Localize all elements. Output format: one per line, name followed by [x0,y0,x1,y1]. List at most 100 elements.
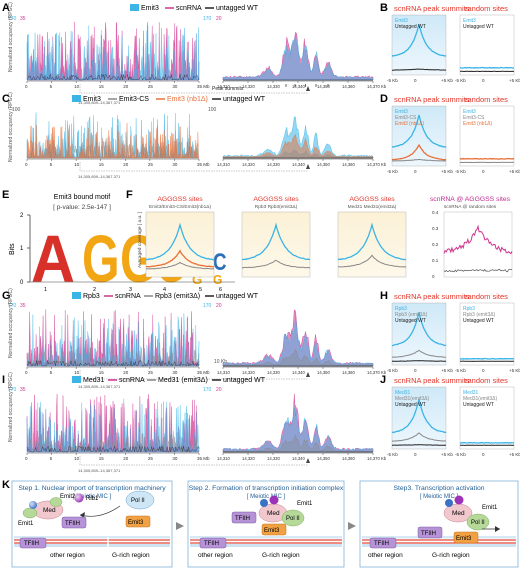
svg-text:scnRNA: scnRNA [115,293,141,300]
zoom-tick-label: 14,330 [267,370,280,375]
axis-a: 0 5 10 15 20 25 30 35 Mb 14,310 14,320 14,330 14,34… [25,80,387,94]
scale2-a-left: 170 [203,16,212,22]
zoom-tick-label: 14,340 [292,84,305,89]
zoom-mutant [222,434,374,453]
profile-curve [391,360,446,362]
genome-tick-label: 25 [148,84,154,89]
profile-legend-label: Rpb3 [395,306,407,312]
zoom-tick-label: 14,310 [217,84,230,89]
svg-text:Pol II: Pol II [471,520,485,526]
genome-tick-label: 20 [123,456,129,461]
genome-tick-label: 15 [99,370,105,375]
svg-text:other region: other region [50,552,85,559]
b-title-2: random sites [465,4,508,13]
genome-tick-label: 35 Mb [197,370,210,375]
zoom-tick-label: 14,310 [217,370,230,375]
profile-curve [145,222,215,261]
profile-x-tick: -5 Kb [455,78,466,83]
zoom-track-i [222,390,374,453]
svg-text:Emit3 (nb1Δ): Emit3 (nb1Δ) [167,96,208,103]
protein-track [26,25,200,81]
svg-text:scnRNA: scnRNA [176,5,202,12]
zoom-tick-label: 14,360 [342,162,355,167]
genome-tick-label: 25 [148,370,154,375]
f-subtitle: Emit3/Emit3-CS/Emit3(nb1Δ) [149,204,212,210]
f-ylabel: Averaged coverage [ a.u. ] [137,212,143,268]
genome-tick-label: 0 [25,162,28,167]
svg-text:Emit3: Emit3 [141,5,159,12]
wt-track [26,73,200,81]
wt-track [26,445,200,453]
profile-curve [337,254,407,268]
svg-text:untagged WT: untagged WT [216,5,259,12]
panel-letter-g: G [2,290,11,302]
profile-curve [337,222,407,261]
genome-tick-label: 0 [25,84,28,89]
zoom-track-a [222,18,374,87]
panel-letter-c: C [2,93,10,105]
profile-x-tick: 0 [414,169,417,174]
arrow-step-1-2 [176,522,184,530]
genome-tick-label: 30 [172,456,178,461]
genome-tick-label: 20 [123,162,129,167]
profile-x-tick: +5 Kb [509,169,520,174]
svg-text:Step3. Transcription activatio: Step3. Transcription activation [393,485,484,492]
svg-text:Rib1: Rib1 [86,496,99,502]
f-title: AGGGSS sites [253,196,299,203]
profile-legend-label: Med31(emit3Δ) [463,396,498,402]
profile-legend-label: Rpb3 [463,306,475,312]
svg-text:Pol II: Pol II [286,516,300,522]
coord-label-i: 14,305,809–14,367,371 [78,468,121,473]
genome-tick-label: 20 [123,84,129,89]
profile-x-tick: -5 Kb [387,169,398,174]
zoom-tick-label: 14,360 [342,456,355,461]
scale-a-left: 170 [8,16,17,22]
profile-legend-label: Emit3-CS [395,115,417,121]
genome-tick-label: 15 [99,84,105,89]
svg-text:1: 1 [20,246,24,252]
h-title-1: scnRNA peak summits [394,292,470,301]
ylabel-c: Normalized occupancy (RPGC) [8,92,14,162]
profile-x-tick: 0 [482,78,485,83]
genome-track-c [26,110,200,159]
svg-text:Med31: Med31 [83,377,105,384]
motif-letter-a: A [31,221,75,296]
zoom-protein [222,404,374,453]
f-subtitle: Med31 Med31(emit3Δ) [348,204,397,210]
scale-g-right: 35 [20,303,26,309]
profile-curve [391,432,447,442]
f-ytick: 0.2 [432,242,439,247]
profile-x-tick: -5 Kb [455,452,466,457]
svg-text:[ Meiotic MIC ]: [ Meiotic MIC ] [247,494,286,500]
scale-a-right: 35 [20,16,26,22]
genome-tick-label: 30 [172,84,178,89]
genome-tick-label: 5 [50,370,53,375]
mutant-track [26,433,200,453]
zoom-nb1 [222,133,374,159]
svg-text:TFIIH: TFIIH [235,516,250,522]
panel-letter-b: B [380,2,388,14]
profile-curve [443,268,513,273]
profile-legend-label: Untagged WT [463,24,494,30]
arrow-step-2-3 [348,522,356,530]
profile-curve [391,444,447,446]
profile-legend-label: Emit3 (nb1Δ) [395,121,425,127]
profile-legend-label: Untagged WT [463,318,494,324]
motif-pvalue: [ p-value: 2.5e-147 ] [53,204,111,211]
zoom-tick-label: 14,330 [267,162,280,167]
profile-x-tick: +5 Kb [509,78,520,83]
zoom-tick-label: 14,340 [292,162,305,167]
f-title: scnRNA @ AGGGSS sites [430,196,511,203]
profile-curve [459,157,515,160]
f-subtitle: Rpb3 Rpb3(emit3Δ) [255,204,298,210]
zoom-tick-label: 14,340 [292,370,305,375]
svg-text:TFIIH: TFIIH [421,531,436,537]
motif-title: Emit3 bound motif [54,194,110,201]
emit3-cs-track [27,141,200,159]
profile-x-tick: -5 Kb [387,452,398,457]
